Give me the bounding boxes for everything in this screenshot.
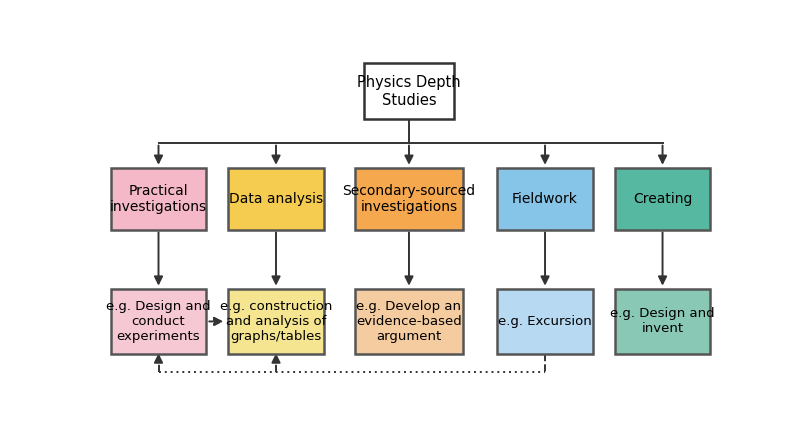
FancyBboxPatch shape [614,168,710,230]
Text: Creating: Creating [633,192,692,206]
Text: e.g. Design and
conduct
experiments: e.g. Design and conduct experiments [106,300,211,343]
FancyBboxPatch shape [228,168,324,230]
FancyBboxPatch shape [355,289,463,354]
Text: e.g. Design and
invent: e.g. Design and invent [610,307,715,335]
Text: e.g. construction
and analysis of
graphs/tables: e.g. construction and analysis of graphs… [219,300,332,343]
FancyBboxPatch shape [364,63,454,120]
FancyBboxPatch shape [111,168,207,230]
Text: Secondary-sourced
investigations: Secondary-sourced investigations [342,184,476,214]
Text: Practical
investigations: Practical investigations [110,184,207,214]
Text: Fieldwork: Fieldwork [512,192,578,206]
FancyBboxPatch shape [228,289,324,354]
FancyBboxPatch shape [614,289,710,354]
Text: Data analysis: Data analysis [229,192,323,206]
FancyBboxPatch shape [497,289,593,354]
Text: e.g. Develop an
evidence-based
argument: e.g. Develop an evidence-based argument [356,300,462,343]
Text: Physics Depth
Studies: Physics Depth Studies [358,75,460,108]
FancyBboxPatch shape [111,289,207,354]
Text: e.g. Excursion: e.g. Excursion [498,315,592,328]
FancyBboxPatch shape [497,168,593,230]
FancyBboxPatch shape [355,168,463,230]
